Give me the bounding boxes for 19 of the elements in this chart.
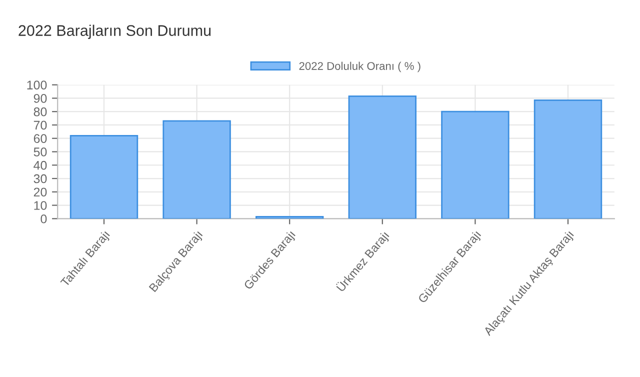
bar bbox=[348, 96, 417, 219]
y-tick-label: 100 bbox=[27, 80, 47, 90]
y-tick-label: 40 bbox=[34, 160, 47, 170]
y-tick-label: 80 bbox=[34, 107, 47, 116]
bar bbox=[441, 110, 510, 219]
bar bbox=[162, 120, 231, 219]
y-tick-label: 30 bbox=[34, 174, 47, 184]
bar bbox=[534, 100, 602, 219]
y-tick-label: 90 bbox=[34, 94, 47, 103]
y-tick-label: 60 bbox=[34, 134, 47, 144]
y-tick-label: 50 bbox=[34, 148, 47, 156]
bar bbox=[255, 216, 324, 219]
y-tick-label: 10 bbox=[34, 201, 47, 210]
y-tick-label: 0 bbox=[40, 214, 47, 224]
bar bbox=[70, 134, 138, 219]
y-tick-label: 20 bbox=[34, 188, 47, 197]
chart-title: 2022 Barajların Son Durumu bbox=[18, 24, 211, 39]
legend-label: 2022 Doluluk Oranı ( % ) bbox=[299, 62, 420, 72]
y-tick-label: 70 bbox=[34, 120, 47, 130]
